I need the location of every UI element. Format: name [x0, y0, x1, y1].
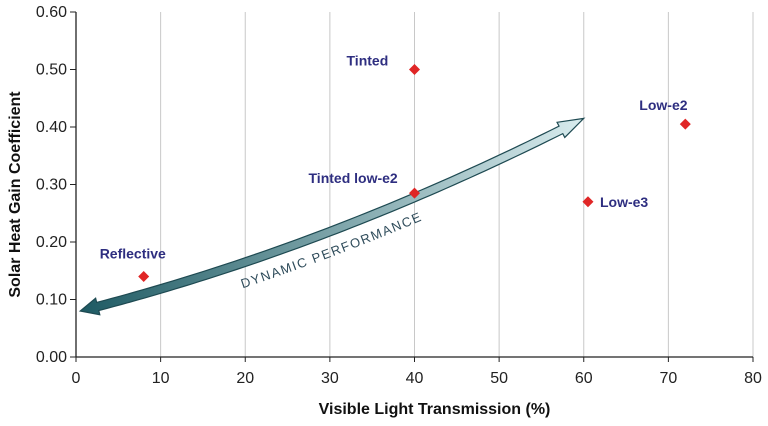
point-reflective — [138, 271, 150, 282]
point-label-reflective: Reflective — [100, 246, 166, 262]
y-tick-label-0.60: 0.60 — [36, 4, 67, 21]
axes — [70, 11, 754, 362]
point-label-low-e3: Low-e3 — [600, 194, 648, 210]
y-tick-label-0.10: 0.10 — [36, 292, 67, 309]
x-tick-label-70: 70 — [659, 370, 677, 387]
data-points: Reflective Tinted Tinted low-e2 Low-e3 Low-e… — [100, 53, 691, 282]
grid-lines — [160, 12, 754, 357]
point-low-e2 — [679, 118, 691, 130]
y-tick-label-0.40: 0.40 — [36, 119, 67, 136]
dynamic-performance-arrow: DYNAMIC PERFORMANCE — [78, 117, 586, 316]
point-label-tinted-low-e2: Tinted low-e2 — [309, 170, 398, 186]
x-tick-label-80: 80 — [744, 370, 762, 387]
x-axis-title: Visible Light Transmission (%) — [319, 401, 551, 418]
y-tick-label-0.00: 0.00 — [36, 349, 67, 366]
point-tinted-low-e2 — [409, 187, 420, 199]
arrow-shape — [78, 117, 586, 316]
point-low-e3 — [582, 196, 594, 208]
x-tick-label-0: 0 — [72, 370, 81, 387]
y-axis-title: Solar Heat Gain Coefficient — [7, 91, 24, 298]
x-tick-label-50: 50 — [490, 370, 508, 387]
x-tick-label-60: 60 — [575, 370, 593, 387]
x-tick-label-10: 10 — [152, 370, 170, 387]
x-tick-label-40: 40 — [406, 370, 424, 387]
tick-labels: 0 10 20 30 40 50 60 70 80 0.00 0.10 0.20 0.30 0.40 0.5… — [36, 4, 762, 387]
point-tinted — [409, 64, 420, 75]
point-label-tinted: Tinted — [347, 53, 389, 69]
x-tick-label-30: 30 — [321, 370, 339, 387]
y-tick-label-0.50: 0.50 — [36, 62, 67, 79]
point-label-low-e2: Low-e2 — [639, 97, 687, 113]
y-tick-label-0.30: 0.30 — [36, 177, 67, 194]
x-tick-label-20: 20 — [236, 370, 254, 387]
y-tick-label-0.20: 0.20 — [36, 234, 67, 251]
